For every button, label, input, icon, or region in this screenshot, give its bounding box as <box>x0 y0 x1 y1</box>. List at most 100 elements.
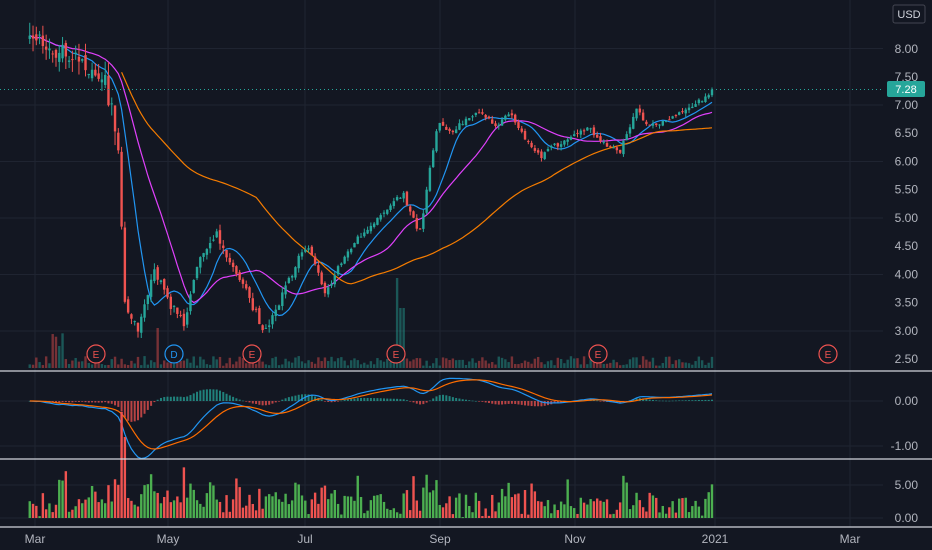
candle-body <box>77 56 81 62</box>
oscillator-bar <box>179 502 182 518</box>
oscillator-bar <box>54 504 58 518</box>
oscillator-bar <box>38 516 41 518</box>
volume-bar <box>205 364 209 368</box>
candle-body <box>267 325 271 327</box>
candle-body <box>507 114 510 117</box>
candle-body <box>185 312 189 325</box>
volume-bar <box>451 358 455 368</box>
oscillator-bar <box>553 504 556 518</box>
volume-bar <box>372 364 376 368</box>
volume-bar <box>277 365 281 368</box>
oscillator-bar <box>317 503 320 518</box>
oscillator-bar <box>507 482 510 518</box>
candle-body <box>271 315 274 325</box>
oscillator-bar <box>704 498 707 518</box>
oscillator-bar <box>438 504 441 518</box>
candle-body <box>212 239 215 241</box>
volume-bar <box>527 361 530 368</box>
candle-body <box>448 128 451 131</box>
macd-histogram-bar <box>64 401 67 403</box>
oscillator-bar <box>176 496 179 518</box>
volume-bar <box>530 363 533 368</box>
candle-body <box>261 325 264 331</box>
volume-bar <box>484 360 487 368</box>
macd-histogram-bar <box>382 398 385 401</box>
oscillator-bar <box>231 499 235 518</box>
candle-body <box>399 197 402 199</box>
macd-histogram-bar <box>251 401 254 404</box>
moving-average-mid-line <box>29 35 713 304</box>
macd-histogram-bar <box>327 401 330 402</box>
volume-bar <box>609 362 612 368</box>
macd-histogram-bar <box>691 400 694 401</box>
oscillator-bar <box>110 501 113 518</box>
volume-bar <box>100 364 104 368</box>
oscillator-bar <box>661 505 664 518</box>
event-marker <box>588 344 608 364</box>
candle-body <box>340 263 343 266</box>
event-label: D <box>170 350 177 361</box>
macd-histogram-bar <box>156 399 159 401</box>
volume-bar <box>317 357 320 368</box>
candle-body <box>31 35 35 39</box>
candle-body <box>655 123 658 125</box>
volume-bar <box>90 364 94 368</box>
volume-bar <box>64 359 68 368</box>
oscillator-bar <box>97 502 100 518</box>
candle-body <box>618 149 622 153</box>
macd-histogram-bar <box>81 401 84 402</box>
volume-bar <box>576 358 579 368</box>
candle-body <box>392 201 396 207</box>
oscillator-bar <box>477 500 481 518</box>
volume-bar <box>540 362 543 368</box>
oscillator-bar <box>123 436 127 518</box>
macd-histogram-bar <box>648 399 651 401</box>
oscillator-bar <box>51 512 54 518</box>
candle-body <box>710 89 714 96</box>
oscillator-bar <box>222 512 225 518</box>
macd-histogram-bar <box>438 395 441 401</box>
event-label: E <box>393 350 400 361</box>
macd-histogram-bar <box>94 401 97 403</box>
currency-label[interactable]: USD <box>892 4 926 24</box>
macd-histogram-bar <box>202 389 205 401</box>
price-axis[interactable]: 8.00 7.50 7.00 6.50 6.00 5.50 5.00 4.50 4.00 3.50… <box>891 42 919 525</box>
volume-bar <box>231 364 235 368</box>
volume-bar <box>238 356 241 368</box>
time-axis[interactable]: Mar May Jul Sep Nov 2021 Mar <box>25 532 861 546</box>
macd-histogram-bar <box>205 389 208 401</box>
volume-bar <box>533 358 537 368</box>
candle-body <box>103 74 107 85</box>
time-axis-label: Nov <box>564 532 585 546</box>
macd-histogram-bar <box>399 399 402 401</box>
volume-bar <box>707 362 710 368</box>
candle-body <box>612 147 615 149</box>
volume-bar <box>559 358 563 368</box>
oscillator-bar <box>126 498 130 518</box>
candle-body <box>504 115 507 120</box>
oscillator-bar <box>638 500 642 518</box>
volume-bar <box>143 356 146 368</box>
candle-body <box>310 246 314 256</box>
oscillator-bar <box>694 500 697 518</box>
oscillator-bar <box>379 494 382 518</box>
candle-body <box>622 140 625 155</box>
candle-body <box>149 279 153 297</box>
macd-histogram-bar <box>74 401 77 402</box>
macd-histogram-bar <box>140 401 143 418</box>
macd-histogram-bar <box>58 401 61 403</box>
oscillator-bar <box>343 495 346 518</box>
oscillator-bar <box>294 482 297 518</box>
macd-histogram-bar <box>455 397 458 401</box>
volume-bar <box>477 360 481 368</box>
candle-body <box>254 308 258 310</box>
volume-bar <box>31 364 35 368</box>
candle-body <box>477 112 481 114</box>
candle-body <box>290 275 294 278</box>
pane-separators[interactable] <box>0 370 932 528</box>
volume-bar <box>668 356 671 368</box>
oscillator-bar <box>264 496 268 518</box>
volume-bar <box>126 364 130 368</box>
